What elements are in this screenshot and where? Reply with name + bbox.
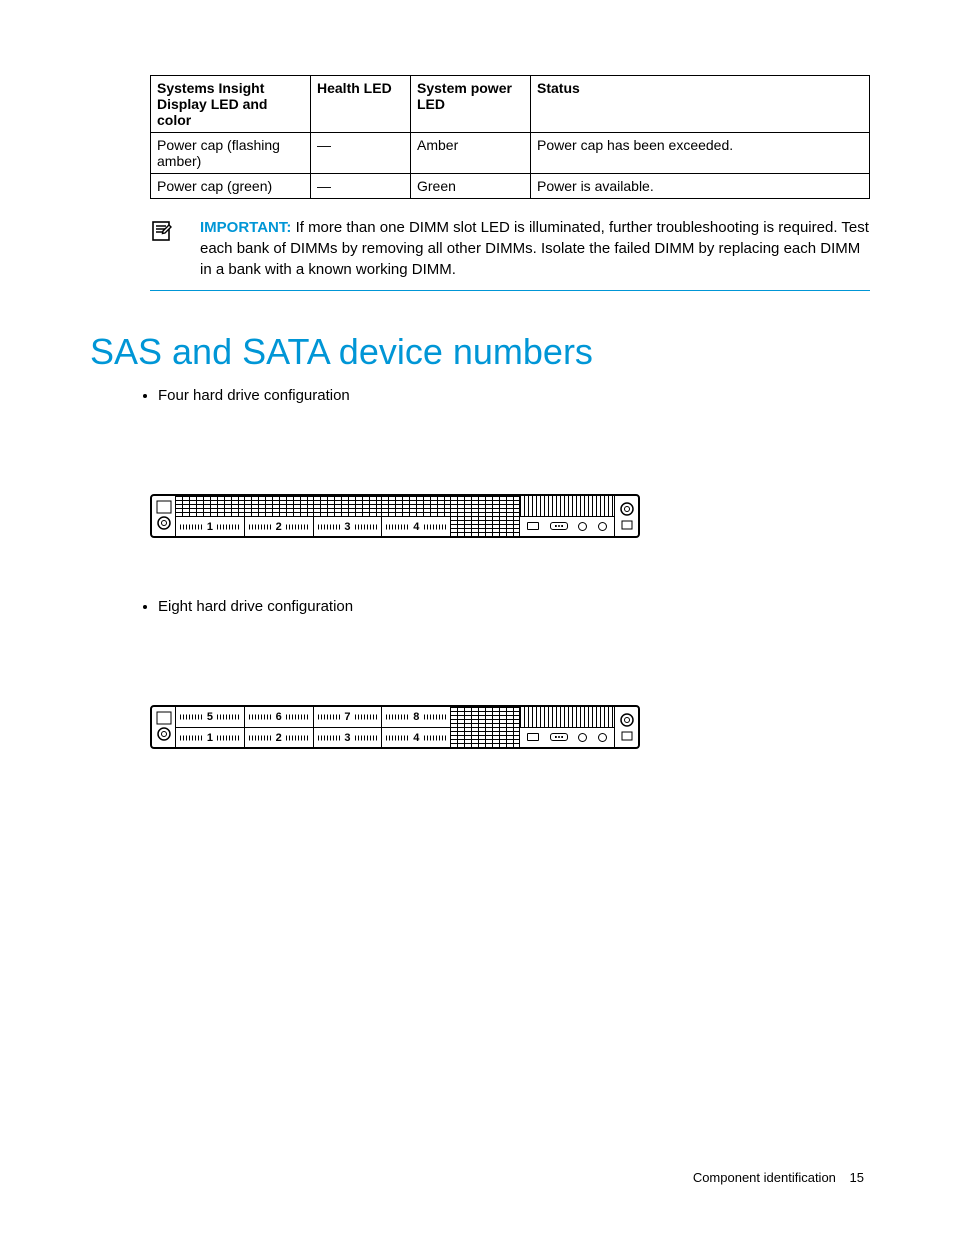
th-status: Status — [531, 76, 870, 133]
cell-power: Amber — [411, 133, 531, 174]
table-row: Power cap (flashing amber) — Amber Power… — [151, 133, 870, 174]
cell-status: Power is available. — [531, 174, 870, 199]
led-status-table: Systems Insight Display LED and color He… — [150, 75, 870, 199]
drive-bay-blank — [245, 496, 314, 516]
bay-number: 1 — [204, 732, 216, 744]
bay-number: 3 — [341, 521, 353, 533]
drive-bay-blank — [451, 728, 519, 747]
bullet-four-drive: Four hard drive configuration — [158, 387, 864, 404]
cell-health: — — [311, 133, 411, 174]
bay-number: 5 — [204, 711, 216, 723]
section-heading: SAS and SATA device numbers — [90, 331, 864, 373]
cell-sid: Power cap (green) — [151, 174, 311, 199]
bay-number: 6 — [273, 711, 285, 723]
drive-bay-blank — [382, 496, 451, 516]
drive-bay-blank — [451, 496, 519, 516]
led-icon — [598, 522, 607, 531]
rack-ear-right — [614, 707, 638, 747]
rack-ear-right — [614, 496, 638, 536]
button-icon — [578, 522, 587, 531]
drive-bay: 3 — [314, 517, 383, 536]
drive-bay: 5 — [176, 707, 245, 727]
page: Systems Insight Display LED and color He… — [0, 0, 954, 1235]
bay-number: 3 — [341, 732, 353, 744]
important-callout: IMPORTANT: If more than one DIMM slot LE… — [150, 211, 870, 291]
drive-bay: 4 — [382, 517, 451, 536]
drive-bay: 7 — [314, 707, 383, 727]
chassis-diagram-8drive: 5 6 7 8 1 2 3 4 — [150, 705, 864, 749]
drive-bay-row: 1 2 3 4 — [176, 516, 519, 536]
th-power: System power LED — [411, 76, 531, 133]
drive-bay-blank — [451, 707, 519, 727]
vga-port-icon — [550, 733, 568, 741]
bay-number: 8 — [410, 711, 422, 723]
rack-ear-left — [152, 496, 176, 536]
footer-page-number: 15 — [850, 1170, 864, 1185]
bay-number: 4 — [410, 732, 422, 744]
io-panel — [519, 496, 614, 536]
button-icon — [578, 733, 587, 742]
bullet-block-1: Four hard drive configuration — [90, 387, 864, 404]
th-health: Health LED — [311, 76, 411, 133]
usb-port-icon — [527, 522, 539, 530]
drive-bay-blank — [176, 496, 245, 516]
cell-status: Power cap has been exceeded. — [531, 133, 870, 174]
table-header-row: Systems Insight Display LED and color He… — [151, 76, 870, 133]
cell-power: Green — [411, 174, 531, 199]
drive-bay-blank — [314, 496, 383, 516]
table-row: Power cap (green) — Green Power is avail… — [151, 174, 870, 199]
bullet-block-2: Eight hard drive configuration — [90, 598, 864, 615]
cell-sid: Power cap (flashing amber) — [151, 133, 311, 174]
usb-port-icon — [527, 733, 539, 741]
vga-port-icon — [550, 522, 568, 530]
io-panel — [519, 707, 614, 747]
drive-bay: 2 — [245, 517, 314, 536]
bay-number: 4 — [410, 521, 422, 533]
drive-bay: 2 — [245, 728, 314, 747]
bay-number: 2 — [273, 732, 285, 744]
drive-bay-row: 5 6 7 8 — [176, 707, 519, 727]
cell-health: — — [311, 174, 411, 199]
th-sid: Systems Insight Display LED and color — [151, 76, 311, 133]
bay-number: 1 — [204, 521, 216, 533]
important-text: IMPORTANT: If more than one DIMM slot LE… — [180, 217, 870, 280]
drive-bay: 6 — [245, 707, 314, 727]
led-icon — [598, 733, 607, 742]
drive-bay: 8 — [382, 707, 451, 727]
rack-ear-left — [152, 707, 176, 747]
drive-bay: 4 — [382, 728, 451, 747]
important-body: If more than one DIMM slot LED is illumi… — [200, 219, 869, 278]
drive-bay: 3 — [314, 728, 383, 747]
important-label: IMPORTANT: — [200, 219, 291, 236]
drive-bay-row: 1 2 3 4 — [176, 727, 519, 747]
footer-section: Component identification — [693, 1170, 836, 1185]
bay-number: 2 — [273, 521, 285, 533]
chassis-diagram-4drive: 1 2 3 4 — [150, 494, 864, 538]
bullet-eight-drive: Eight hard drive configuration — [158, 598, 864, 615]
page-footer: Component identification 15 — [693, 1170, 864, 1185]
bay-number: 7 — [341, 711, 353, 723]
drive-bay: 1 — [176, 517, 245, 536]
drive-bay-row — [176, 496, 519, 516]
note-icon — [150, 217, 180, 243]
drive-bay-blank — [451, 517, 519, 536]
drive-bay: 1 — [176, 728, 245, 747]
